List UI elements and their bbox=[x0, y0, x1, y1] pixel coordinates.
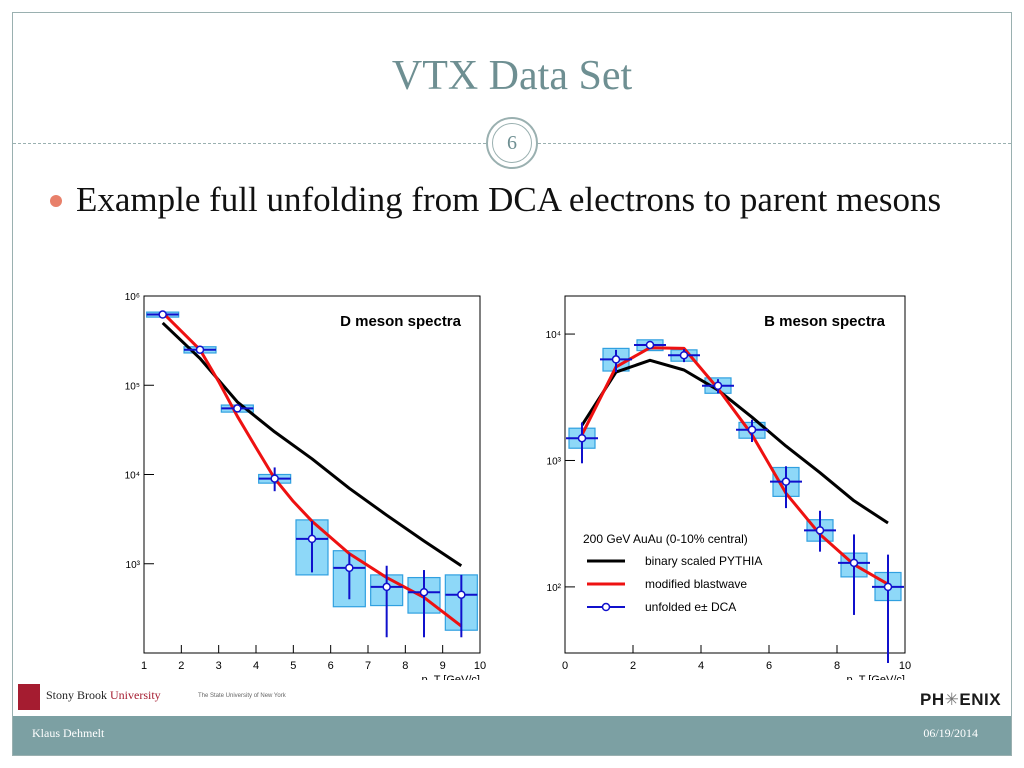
bullet-dot bbox=[50, 195, 62, 207]
legend-header: 200 GeV AuAu (0-10% central) bbox=[583, 532, 748, 546]
x-tick-label: 1 bbox=[141, 660, 147, 672]
data-point bbox=[419, 587, 429, 597]
data-point bbox=[195, 345, 205, 354]
x-tick-label: 9 bbox=[440, 660, 446, 672]
x-tick-label: 0 bbox=[562, 660, 568, 672]
x-tick-label: 8 bbox=[834, 660, 840, 672]
x-tick-label: 2 bbox=[178, 660, 184, 672]
data-point bbox=[713, 381, 723, 391]
x-tick-label: 3 bbox=[216, 660, 222, 672]
x-tick-label: 2 bbox=[630, 660, 636, 672]
x-axis-label: p_T [GeV/c] bbox=[422, 674, 481, 680]
y-tick-label: 10³ bbox=[547, 456, 562, 467]
data-point bbox=[645, 340, 655, 350]
data-point bbox=[747, 425, 757, 435]
y-tick-label: 10² bbox=[547, 583, 562, 594]
b-meson-chart: 0 2 4 6 8 10 10² 10³ 10⁴ B meson spectra p_T [GeV/… bbox=[546, 295, 911, 680]
slide-title: VTX Data Set bbox=[391, 53, 633, 99]
series-line bbox=[580, 358, 889, 525]
stony-brook-emblem-icon bbox=[18, 684, 40, 710]
x-tick-label: 5 bbox=[290, 660, 296, 672]
footer-date: 06/19/2014 bbox=[923, 726, 978, 740]
series-line bbox=[580, 346, 889, 586]
stony-brook-name: Stony Brook University bbox=[46, 688, 161, 702]
x-tick-label: 8 bbox=[402, 660, 408, 672]
y-tick-label: 10⁵ bbox=[125, 381, 140, 392]
slide-number: 6 bbox=[492, 123, 532, 163]
legend-label: binary scaled PYTHIA bbox=[645, 554, 762, 568]
data-point bbox=[158, 310, 167, 319]
x-tick-label: 6 bbox=[766, 660, 772, 672]
x-axis-label: p_T [GeV/c] bbox=[847, 674, 906, 680]
y-tick-label: 10⁶ bbox=[125, 292, 140, 303]
legend-label: modified blastwave bbox=[645, 577, 747, 591]
x-tick-label: 10 bbox=[474, 660, 486, 672]
data-point bbox=[307, 534, 317, 544]
title-divider-left bbox=[13, 143, 486, 144]
stony-brook-tagline: The State University of New York bbox=[198, 693, 286, 699]
data-point bbox=[382, 582, 391, 592]
phenix-logo: PH✳ENIX bbox=[920, 690, 1002, 709]
stony-brook-logo: Stony Brook University The State Univers… bbox=[18, 684, 286, 710]
legend-label: unfolded e± DCA bbox=[645, 600, 736, 614]
data-point bbox=[270, 474, 279, 483]
x-tick-label: 7 bbox=[365, 660, 371, 672]
data-point bbox=[679, 350, 689, 360]
data-point bbox=[883, 582, 893, 592]
data-point bbox=[457, 590, 466, 599]
series-line bbox=[161, 311, 463, 628]
d-meson-chart: 1 2 3 4 5 6 7 8 9 10 10³ 10⁴ 10⁵ 10⁶ D meson spectra p_… bbox=[125, 292, 487, 680]
y-tick-label: 10³ bbox=[126, 560, 141, 571]
slide-frame bbox=[12, 12, 1012, 756]
data-point bbox=[815, 526, 825, 535]
x-tick-label: 4 bbox=[253, 660, 259, 672]
x-tick-label: 10 bbox=[899, 660, 911, 672]
bullet-text: Example full unfolding from DCA electron… bbox=[76, 180, 942, 219]
slide-number-badge: 6 bbox=[486, 117, 538, 169]
y-tick-label: 10⁴ bbox=[125, 471, 140, 482]
footer-author: Klaus Dehmelt bbox=[32, 726, 105, 740]
x-tick-label: 4 bbox=[698, 660, 704, 672]
x-tick-label: 6 bbox=[328, 660, 334, 672]
data-point bbox=[233, 404, 242, 413]
title-divider-right bbox=[538, 143, 1011, 144]
chart-title: B meson spectra bbox=[764, 313, 886, 330]
legend-marker bbox=[601, 602, 611, 612]
footer-bar bbox=[13, 716, 1011, 755]
data-point bbox=[345, 563, 354, 573]
data-point bbox=[849, 558, 859, 568]
chart-title: D meson spectra bbox=[340, 313, 462, 330]
y-tick-label: 10⁴ bbox=[546, 330, 561, 341]
data-point bbox=[577, 433, 587, 443]
data-point bbox=[781, 477, 791, 486]
data-point bbox=[611, 355, 621, 364]
